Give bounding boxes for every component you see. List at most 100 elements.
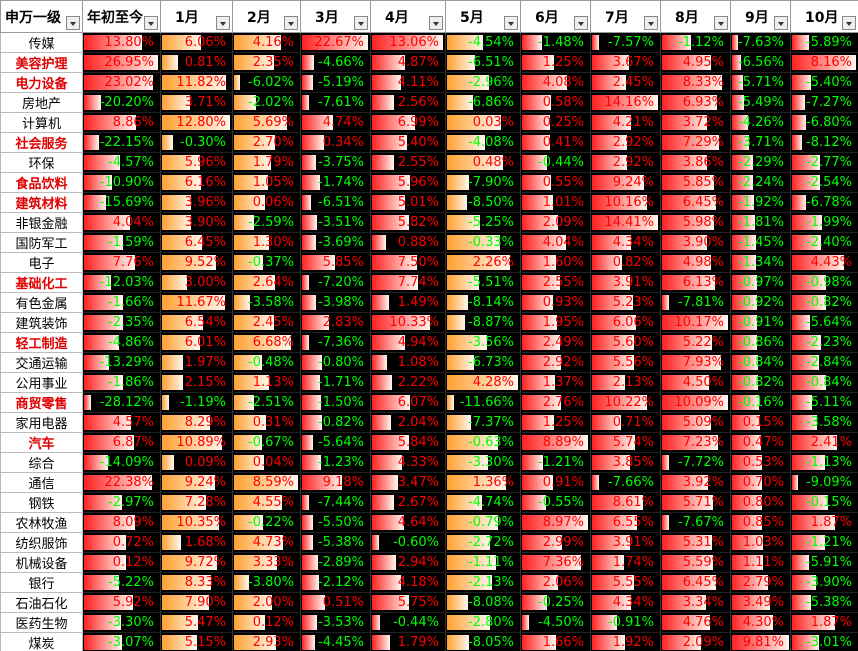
filter-button[interactable] [354,16,368,30]
value-cell: 1.87% [790,512,858,533]
cell-text: -7.57% [608,35,654,50]
cell-text: -0.80% [318,355,364,370]
data-bar [447,555,497,570]
filter-button[interactable] [774,16,788,30]
filter-button[interactable] [714,16,728,30]
cell-text: 8.16% [810,55,852,70]
cell-text: 3.86% [682,155,724,170]
value-cell: 2.94% [370,552,446,573]
data-bar [162,415,211,430]
filter-button[interactable] [644,16,658,30]
value-cell: -3.30% [445,452,521,473]
data-row: 计算机 8.86% 12.80% 5.69% 4.74% 6.99% 0.03% 0.25% 4… [0,112,858,133]
data-bar [234,395,255,410]
sector-name: 通信 [0,472,83,493]
filter-button[interactable] [284,16,298,30]
filter-button[interactable] [574,16,588,30]
cell-text: -7.36% [318,335,364,350]
data-bar [162,95,191,110]
data-bar [592,195,647,210]
value-cell: -2.29% [730,152,791,173]
data-row: 环保 -4.57% 5.96% 1.79% -3.75% 2.55% 0.48% -0.44%… [0,152,858,173]
cell-text: -2.24% [738,175,784,190]
value-cell: -1.34% [730,252,791,273]
value-cell: -5.38% [300,532,371,553]
cell-text: -7.63% [738,35,784,50]
header-cell: 7月 [590,0,661,33]
data-bar [792,35,810,50]
value-cell: 2.45% [590,72,661,93]
data-bar [84,95,101,110]
value-cell: -3.98% [300,292,371,313]
value-cell: 1.68% [160,532,233,553]
cell-text: -2.51% [248,395,294,410]
data-bar [302,215,317,230]
cell-text: -6.51% [468,55,514,70]
value-cell: 23.02% [82,72,161,93]
value-cell: 6.68% [232,332,301,353]
data-bar [234,255,263,270]
cell-text: 6.13% [682,275,724,290]
cell-text: -5.19% [318,75,364,90]
cell-text: 2.94% [397,555,439,570]
value-cell: 8.86% [82,112,161,133]
header-cell: 申万一级 [0,0,83,33]
filter-button[interactable] [216,16,230,30]
data-bar [84,115,137,130]
value-cell: -0.84% [730,352,791,373]
cell-text: 2.45% [252,315,294,330]
data-bar [372,415,392,430]
cell-text: -7.44% [318,495,364,510]
data-bar [234,475,299,490]
data-bar [592,115,631,130]
value-cell: 2.92% [590,152,661,173]
cell-text: 4.04% [542,235,584,250]
data-bar [302,535,313,550]
data-bar [662,555,714,570]
cell-text: 5.23% [612,295,654,310]
cell-text: -8.08% [468,595,514,610]
data-bar [84,455,109,470]
data-bar [447,55,475,70]
data-bar [662,115,707,130]
value-cell: -1.66% [82,292,161,313]
value-cell: -2.13% [445,572,521,593]
filter-button[interactable] [66,16,80,30]
cell-text: -4.54% [468,35,514,50]
cell-text: 0.91% [542,475,584,490]
cell-text: -0.44% [393,615,439,630]
data-bar [732,635,789,650]
value-cell: 10.33% [370,312,446,333]
value-cell: 5.85% [660,172,731,193]
value-cell: -5.38% [790,592,858,613]
cell-text: 4.50% [682,375,724,390]
data-row: 交通运输 -13.29% 1.97% -0.48% -0.80% 1.08% -6.73% 2… [0,352,858,373]
cell-text: 26.95% [104,55,154,70]
value-cell: 0.12% [82,552,161,573]
filter-button[interactable] [842,16,856,30]
cell-text: 5.47% [184,615,226,630]
value-cell: -2.80% [445,612,521,633]
value-cell: 0.70% [730,472,791,493]
cell-text: 7.76% [112,255,154,270]
value-cell: -1.99% [790,212,858,233]
sector-name: 钢铁 [0,492,83,513]
data-bar [792,595,811,610]
cell-text: -20.20% [99,95,154,110]
cell-text: 0.85% [742,515,784,530]
data-bar [662,615,711,630]
filter-button[interactable] [504,16,518,30]
data-bar [234,35,281,50]
value-cell: 5.69% [232,112,301,133]
cell-text: -2.59% [248,215,294,230]
cell-text: 1.25% [542,55,584,70]
filter-button[interactable] [429,16,443,30]
data-bar [662,335,712,350]
data-bar [234,335,291,350]
filter-button[interactable] [144,16,158,30]
value-cell: -0.92% [730,292,791,313]
value-cell: 5.82% [370,212,446,233]
value-cell: 0.72% [82,532,161,553]
data-bar [162,35,201,50]
value-cell: -2.12% [300,572,371,593]
